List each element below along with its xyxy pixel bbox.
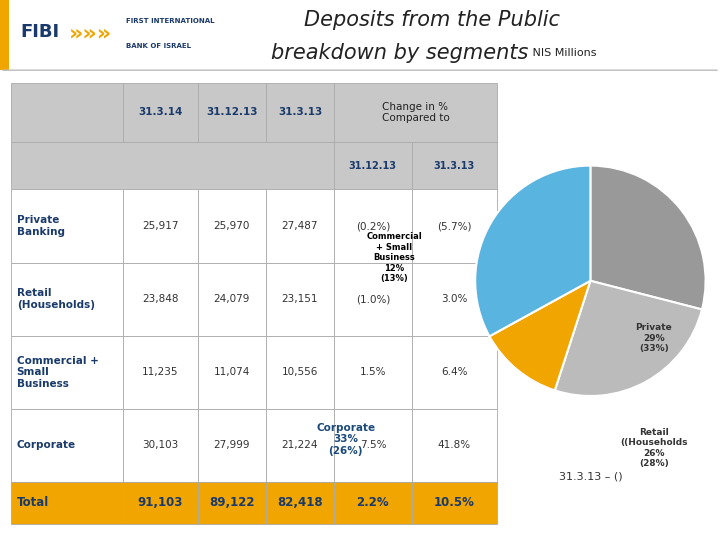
Bar [334,262,412,335]
Bar [11,83,122,141]
Wedge shape [590,166,706,309]
Bar [198,190,266,262]
Text: 31.12.13: 31.12.13 [206,107,258,117]
Text: 11,074: 11,074 [214,367,250,377]
Text: 31.3.13: 31.3.13 [278,107,322,117]
Bar [266,83,334,141]
Text: 23,151: 23,151 [282,294,318,304]
Text: 31.3.14: 31.3.14 [138,107,182,117]
Text: 27,999: 27,999 [214,440,250,450]
Text: 21,224: 21,224 [282,440,318,450]
Text: 6.4%: 6.4% [441,367,467,377]
Bar [412,190,497,262]
Bar [11,409,122,482]
Bar [412,335,497,409]
Wedge shape [490,281,590,390]
Bar [412,482,497,524]
Text: »»»: »»» [68,24,112,44]
Wedge shape [475,166,590,336]
Bar [334,409,412,482]
Text: 89,122: 89,122 [210,496,255,509]
Text: 24,079: 24,079 [214,294,250,304]
Bar [11,190,122,262]
Bar [0,0,9,70]
Text: FIRST INTERNATIONAL: FIRST INTERNATIONAL [126,18,215,24]
Text: Commercial
+ Small
Business
12%
(13%): Commercial + Small Business 12% (13%) [366,232,423,283]
Bar [412,262,497,335]
Text: BANK OF ISRAEL: BANK OF ISRAEL [126,43,191,49]
Text: 27,487: 27,487 [282,221,318,231]
Bar [412,409,497,482]
Text: Corporate
33%
(26%): Corporate 33% (26%) [316,423,375,456]
Bar [266,262,334,335]
Bar [122,335,198,409]
Bar [11,335,122,409]
Text: 31.3.13 – (): 31.3.13 – () [559,471,622,482]
Bar [334,190,412,262]
Text: 10.5%: 10.5% [434,496,474,509]
Bar [334,335,412,409]
Bar [198,482,266,524]
Bar [122,482,198,524]
Text: 23,848: 23,848 [142,294,179,304]
Text: Private
29%
(33%): Private 29% (33%) [635,323,672,353]
Bar [198,409,266,482]
Text: 1.5%: 1.5% [359,367,386,377]
Text: 25,970: 25,970 [214,221,250,231]
Bar [198,335,266,409]
Bar [11,141,334,190]
Bar [122,190,198,262]
Text: Retail
((Households
26%
(28%): Retail ((Households 26% (28%) [620,428,688,468]
Text: NIS Millions: NIS Millions [529,48,597,58]
Bar [334,83,497,141]
Text: Retail
(Households): Retail (Households) [17,288,94,310]
Text: 7.5%: 7.5% [359,440,386,450]
Text: 3.0%: 3.0% [441,294,467,304]
Text: (5.7%): (5.7%) [437,221,472,231]
Bar [11,482,122,524]
Bar [266,190,334,262]
Bar [412,141,497,190]
Text: breakdown by segments: breakdown by segments [271,43,528,63]
Bar [198,262,266,335]
Text: 11,235: 11,235 [142,367,179,377]
Text: 25,917: 25,917 [142,221,179,231]
Text: Total: Total [17,496,49,509]
Bar [198,83,266,141]
Text: Private
Banking: Private Banking [17,215,65,237]
Text: 41.8%: 41.8% [438,440,471,450]
Text: Corporate: Corporate [17,440,76,450]
Text: Change in %
Compared to: Change in % Compared to [382,102,449,123]
Text: 13: 13 [662,511,688,529]
Wedge shape [555,281,702,396]
Text: 30,103: 30,103 [142,440,179,450]
Text: 31.12.13: 31.12.13 [349,160,397,171]
Bar [122,262,198,335]
Text: FIBI: FIBI [20,23,59,40]
Bar [122,409,198,482]
Text: 91,103: 91,103 [138,496,183,509]
Bar [266,482,334,524]
Text: 2.2%: 2.2% [356,496,390,509]
Text: 10,556: 10,556 [282,367,318,377]
Text: (1.0%): (1.0%) [356,294,390,304]
Text: 82,418: 82,418 [277,496,323,509]
Bar [122,83,198,141]
Bar [11,262,122,335]
Text: Deposits from the Public: Deposits from the Public [304,10,560,30]
Text: Commercial +
Small
Business: Commercial + Small Business [17,355,99,389]
Bar [334,482,412,524]
Bar [266,335,334,409]
Text: 31.3.13: 31.3.13 [433,160,475,171]
Bar [334,141,412,190]
Bar [266,409,334,482]
Text: (0.2%): (0.2%) [356,221,390,231]
